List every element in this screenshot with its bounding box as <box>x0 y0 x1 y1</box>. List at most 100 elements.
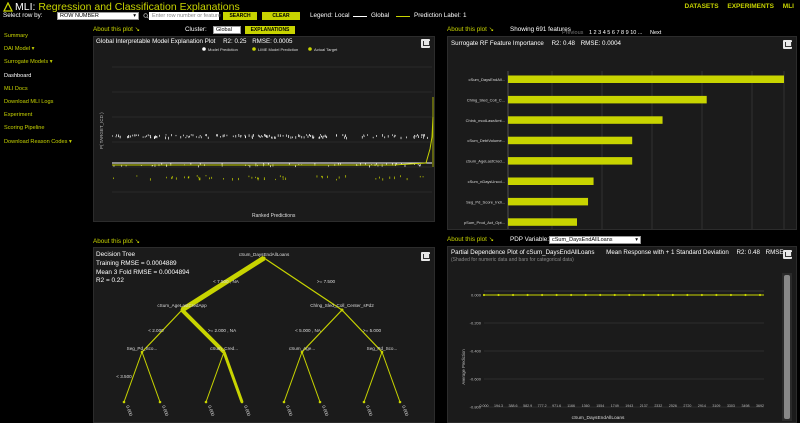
klime-point <box>419 175 421 178</box>
klime-point <box>255 176 256 179</box>
rf-feature-label: Chlnk_modLaseAmt... <box>466 118 505 123</box>
pdp-point[interactable] <box>482 293 486 297</box>
pdp-variable-select[interactable]: cSum_DaysEndAllLoans ▾ <box>549 236 641 244</box>
rf-bar[interactable] <box>508 177 594 186</box>
pdp-scroll-thumb[interactable] <box>784 275 790 419</box>
tree-leaf[interactable]: 0.000 <box>125 405 134 418</box>
rf-download-icon[interactable] <box>783 40 792 49</box>
pdp-download-icon[interactable] <box>783 250 792 259</box>
pdp-point[interactable] <box>642 293 645 297</box>
pdp-point[interactable] <box>758 293 762 297</box>
sidebar-item-surrogate-models[interactable]: Surrogate Models ▾ <box>4 59 53 66</box>
pdp-point[interactable] <box>526 293 529 297</box>
klime-point <box>257 177 258 180</box>
rf-bar[interactable] <box>508 136 633 145</box>
tree-leaf[interactable]: 0.000 <box>207 405 216 418</box>
nav-datasets[interactable]: DATASETS <box>684 3 719 10</box>
pdp-point[interactable] <box>628 293 631 297</box>
rf-bar[interactable] <box>508 157 633 165</box>
klime-download-icon[interactable] <box>421 39 430 48</box>
klime-point <box>112 135 113 137</box>
sidebar-item-experiment[interactable]: Experiment <box>4 112 33 119</box>
search-button[interactable]: SEARCH <box>223 12 257 20</box>
pager-pages[interactable]: 1 2 3 4 5 6 7 8 9 10 ... <box>588 30 643 36</box>
tree-about-link[interactable]: About this plot ↘ <box>93 238 140 245</box>
pdp-point[interactable] <box>555 293 558 297</box>
klime-point <box>144 136 146 138</box>
sidebar-item-download-mli-logs[interactable]: Download MLI Logs <box>4 98 54 105</box>
pdp-x-tick: 1749 <box>611 404 619 408</box>
tree-node[interactable]: Chlng_Sled_Coll_Center_sPd2 <box>310 303 374 308</box>
tree-node[interactable]: Seg_Pd_Sco... <box>367 346 398 351</box>
rf-bar[interactable] <box>508 218 577 226</box>
klime-point <box>150 135 151 138</box>
tree-leaf[interactable]: 0.000 <box>321 405 330 418</box>
cluster-select[interactable]: Global <box>213 26 241 34</box>
pdp-point[interactable] <box>511 293 515 297</box>
row-select[interactable]: ROW NUMBER ▾ <box>57 12 139 20</box>
pdp-point[interactable] <box>584 293 587 297</box>
klime-point <box>223 134 225 137</box>
sidebar-item-download-reason-codes[interactable]: Download Reason Codes ▾ <box>4 138 72 145</box>
pdp-point[interactable] <box>671 293 674 297</box>
pdp-point[interactable] <box>599 293 602 297</box>
pdp-title: Partial Dependence Plot of cSum_DaysEndA… <box>451 249 784 256</box>
sidebar-item-dashboard[interactable]: Dashboard <box>4 72 32 79</box>
klime-point <box>295 164 296 168</box>
rf-feature-label: cSum_DebtVolume... <box>467 138 505 143</box>
klime-about-link[interactable]: About this plot ↘ Cluster: Global EXPLAN… <box>93 26 435 34</box>
tree-node[interactable]: cSum_Cred... <box>210 346 238 351</box>
pdp-about-link[interactable]: About this plot ↘ <box>447 236 494 243</box>
pdp-x-tick: 971.6 <box>552 404 561 408</box>
nav-experiments[interactable]: EXPERIMENTS <box>727 3 774 10</box>
pager-next[interactable]: Next <box>649 30 662 36</box>
rf-bar[interactable] <box>508 197 589 206</box>
rf-bar[interactable] <box>508 75 784 84</box>
klime-point <box>323 135 325 138</box>
pdp-point[interactable] <box>729 293 733 297</box>
klime-point <box>244 134 246 137</box>
tree-node[interactable]: Seg_Pd_Sco... <box>127 346 158 351</box>
sidebar-item-scoring-pipeline[interactable]: Scoring Pipeline <box>4 125 45 132</box>
rf-importance-panel: About this plot ↘ Showing 691 features S… <box>447 26 797 230</box>
klime-point <box>259 135 260 138</box>
sidebar-item-dai-model[interactable]: DAI Model ▾ <box>4 46 35 53</box>
rf-bar[interactable] <box>508 95 707 104</box>
pdp-point[interactable] <box>686 293 689 297</box>
klime-point <box>121 164 123 167</box>
klime-point <box>171 134 172 137</box>
tree-node[interactable]: cSum_Age... <box>289 346 315 351</box>
tree-download-icon[interactable] <box>421 252 430 261</box>
pager-prev[interactable]: Previous <box>562 30 584 36</box>
tree-node[interactable]: cSum_AgeLastCredApp <box>157 303 207 308</box>
rf-feature-label: cSum_AgeLastCred... <box>466 159 505 164</box>
tree-leaf[interactable]: 0.000 <box>243 405 252 418</box>
klime-point <box>267 163 269 165</box>
pdp-y-tick: 0.000 <box>471 293 482 298</box>
explanations-button[interactable]: EXPLANATIONS <box>245 26 295 34</box>
pdp-point[interactable] <box>657 293 660 297</box>
pdp-point[interactable] <box>497 293 500 297</box>
row-number-input[interactable]: Enter row number or feature <box>149 12 221 20</box>
pdp-y-tick: -0.400 <box>470 349 482 354</box>
tree-leaf[interactable]: 0.000 <box>401 405 410 418</box>
tree-leaf[interactable]: 0.000 <box>161 405 170 418</box>
pdp-point[interactable] <box>570 293 573 297</box>
tree-leaf[interactable]: 0.000 <box>365 405 374 418</box>
clear-button[interactable]: CLEAR <box>262 12 300 20</box>
rf-bar[interactable] <box>508 116 663 124</box>
pdp-point[interactable] <box>700 293 703 297</box>
pdp-point[interactable] <box>715 293 718 297</box>
pdp-point[interactable] <box>541 293 544 297</box>
klime-point <box>372 136 374 139</box>
nav-mli[interactable]: MLI <box>782 3 794 10</box>
klime-point <box>400 175 401 178</box>
tree-root-node[interactable]: cSum_DaysEndAllLoans <box>239 252 290 257</box>
tree-leaf[interactable]: 0.000 <box>285 405 294 418</box>
sidebar-item-mli-docs[interactable]: MLI Docs <box>4 85 28 92</box>
rf-about-link[interactable]: About this plot ↘ <box>447 26 494 33</box>
pdp-point[interactable] <box>744 293 747 297</box>
pdp-point[interactable] <box>613 293 616 297</box>
cluster-label: Cluster: <box>185 26 207 33</box>
sidebar-item-summary[interactable]: Summary <box>4 33 28 39</box>
